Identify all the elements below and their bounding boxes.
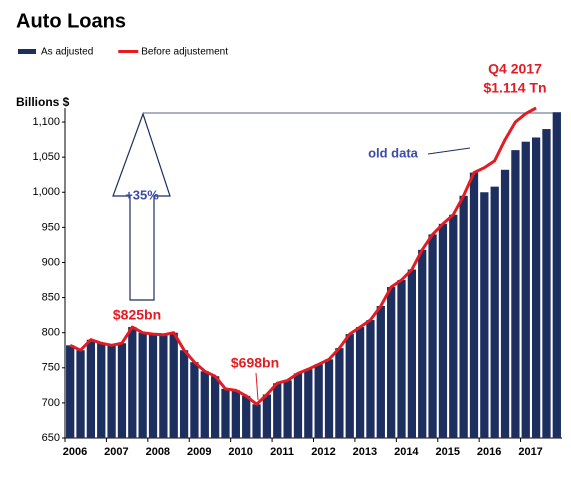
legend-label: As adjusted [41,47,93,58]
x-tick-label: 2012 [311,446,335,458]
bar [324,359,334,438]
bar [355,327,365,438]
bar [117,343,127,438]
bar [511,150,520,438]
bar [66,345,75,438]
bar [397,280,406,438]
bar [314,364,323,438]
bar [469,172,479,438]
bar [366,320,375,438]
y-tick-label: 1,100 [32,116,60,128]
bar [148,334,158,438]
bar [283,380,292,438]
bar [159,334,168,438]
bar [480,192,489,438]
y-tick-label: 850 [42,291,60,303]
legend-label: Before adjustement [141,47,228,58]
bar [200,371,209,438]
bar [86,339,96,438]
legend-swatch [18,49,36,54]
bar [345,334,354,438]
bar [304,369,313,438]
annotation: $1.114 Tn [483,80,546,96]
bar [531,137,541,438]
x-tick-label: 2015 [436,446,460,458]
bar [242,395,251,438]
bar [210,376,220,438]
x-tick-label: 2011 [270,446,294,458]
y-tick-label: 1,000 [32,186,60,198]
bar [500,169,510,438]
bar [542,129,551,438]
arrow [112,112,171,301]
y-tick-label: 800 [42,327,60,339]
x-tick-label: 2016 [477,446,501,458]
y-tick-label: 1,050 [32,151,60,163]
annotation: $698bn [231,355,279,371]
x-tick-label: 2006 [63,446,87,458]
x-tick-label: 2013 [353,446,377,458]
bar [438,223,448,438]
bar [138,332,147,438]
bar [128,327,137,438]
chart-title: Auto Loans [16,10,126,32]
bar [521,141,530,438]
x-tick-label: 2008 [146,446,170,458]
bar [293,373,303,438]
bar [387,287,396,438]
bar [76,350,85,438]
bar [262,394,272,438]
bar [418,249,427,438]
annotation: $825bn [113,307,161,323]
bar [107,345,116,438]
line [69,106,537,406]
bar [376,306,385,438]
bar [407,269,417,438]
bar [231,390,240,438]
annotation: Q4 2017 [488,61,542,77]
bar [449,214,458,438]
y-tick-label: 900 [42,256,60,268]
y-axis-label: Billions $ [16,95,70,109]
bar [97,343,106,438]
bar [179,350,189,438]
y-tick-label: 750 [42,362,60,374]
annotation-leader [427,147,471,155]
x-tick-label: 2007 [104,446,128,458]
y-tick-label: 650 [42,432,60,444]
bar [490,186,499,438]
y-tick-label: 950 [42,221,60,233]
bar [221,388,230,438]
x-tick-label: 2010 [228,446,252,458]
annotation: old data [368,145,419,160]
annotation-leader [255,372,259,401]
x-tick-label: 2017 [518,446,542,458]
bar [552,112,561,438]
bar [428,234,437,438]
y-tick-label: 700 [42,397,60,409]
x-tick-label: 2009 [187,446,211,458]
bar [273,383,282,438]
bar [169,332,178,438]
bar [190,362,199,438]
x-tick-label: 2014 [394,446,419,458]
bar [459,195,468,438]
annotation: +35% [125,187,159,202]
bar [252,404,261,438]
bar [335,348,344,438]
